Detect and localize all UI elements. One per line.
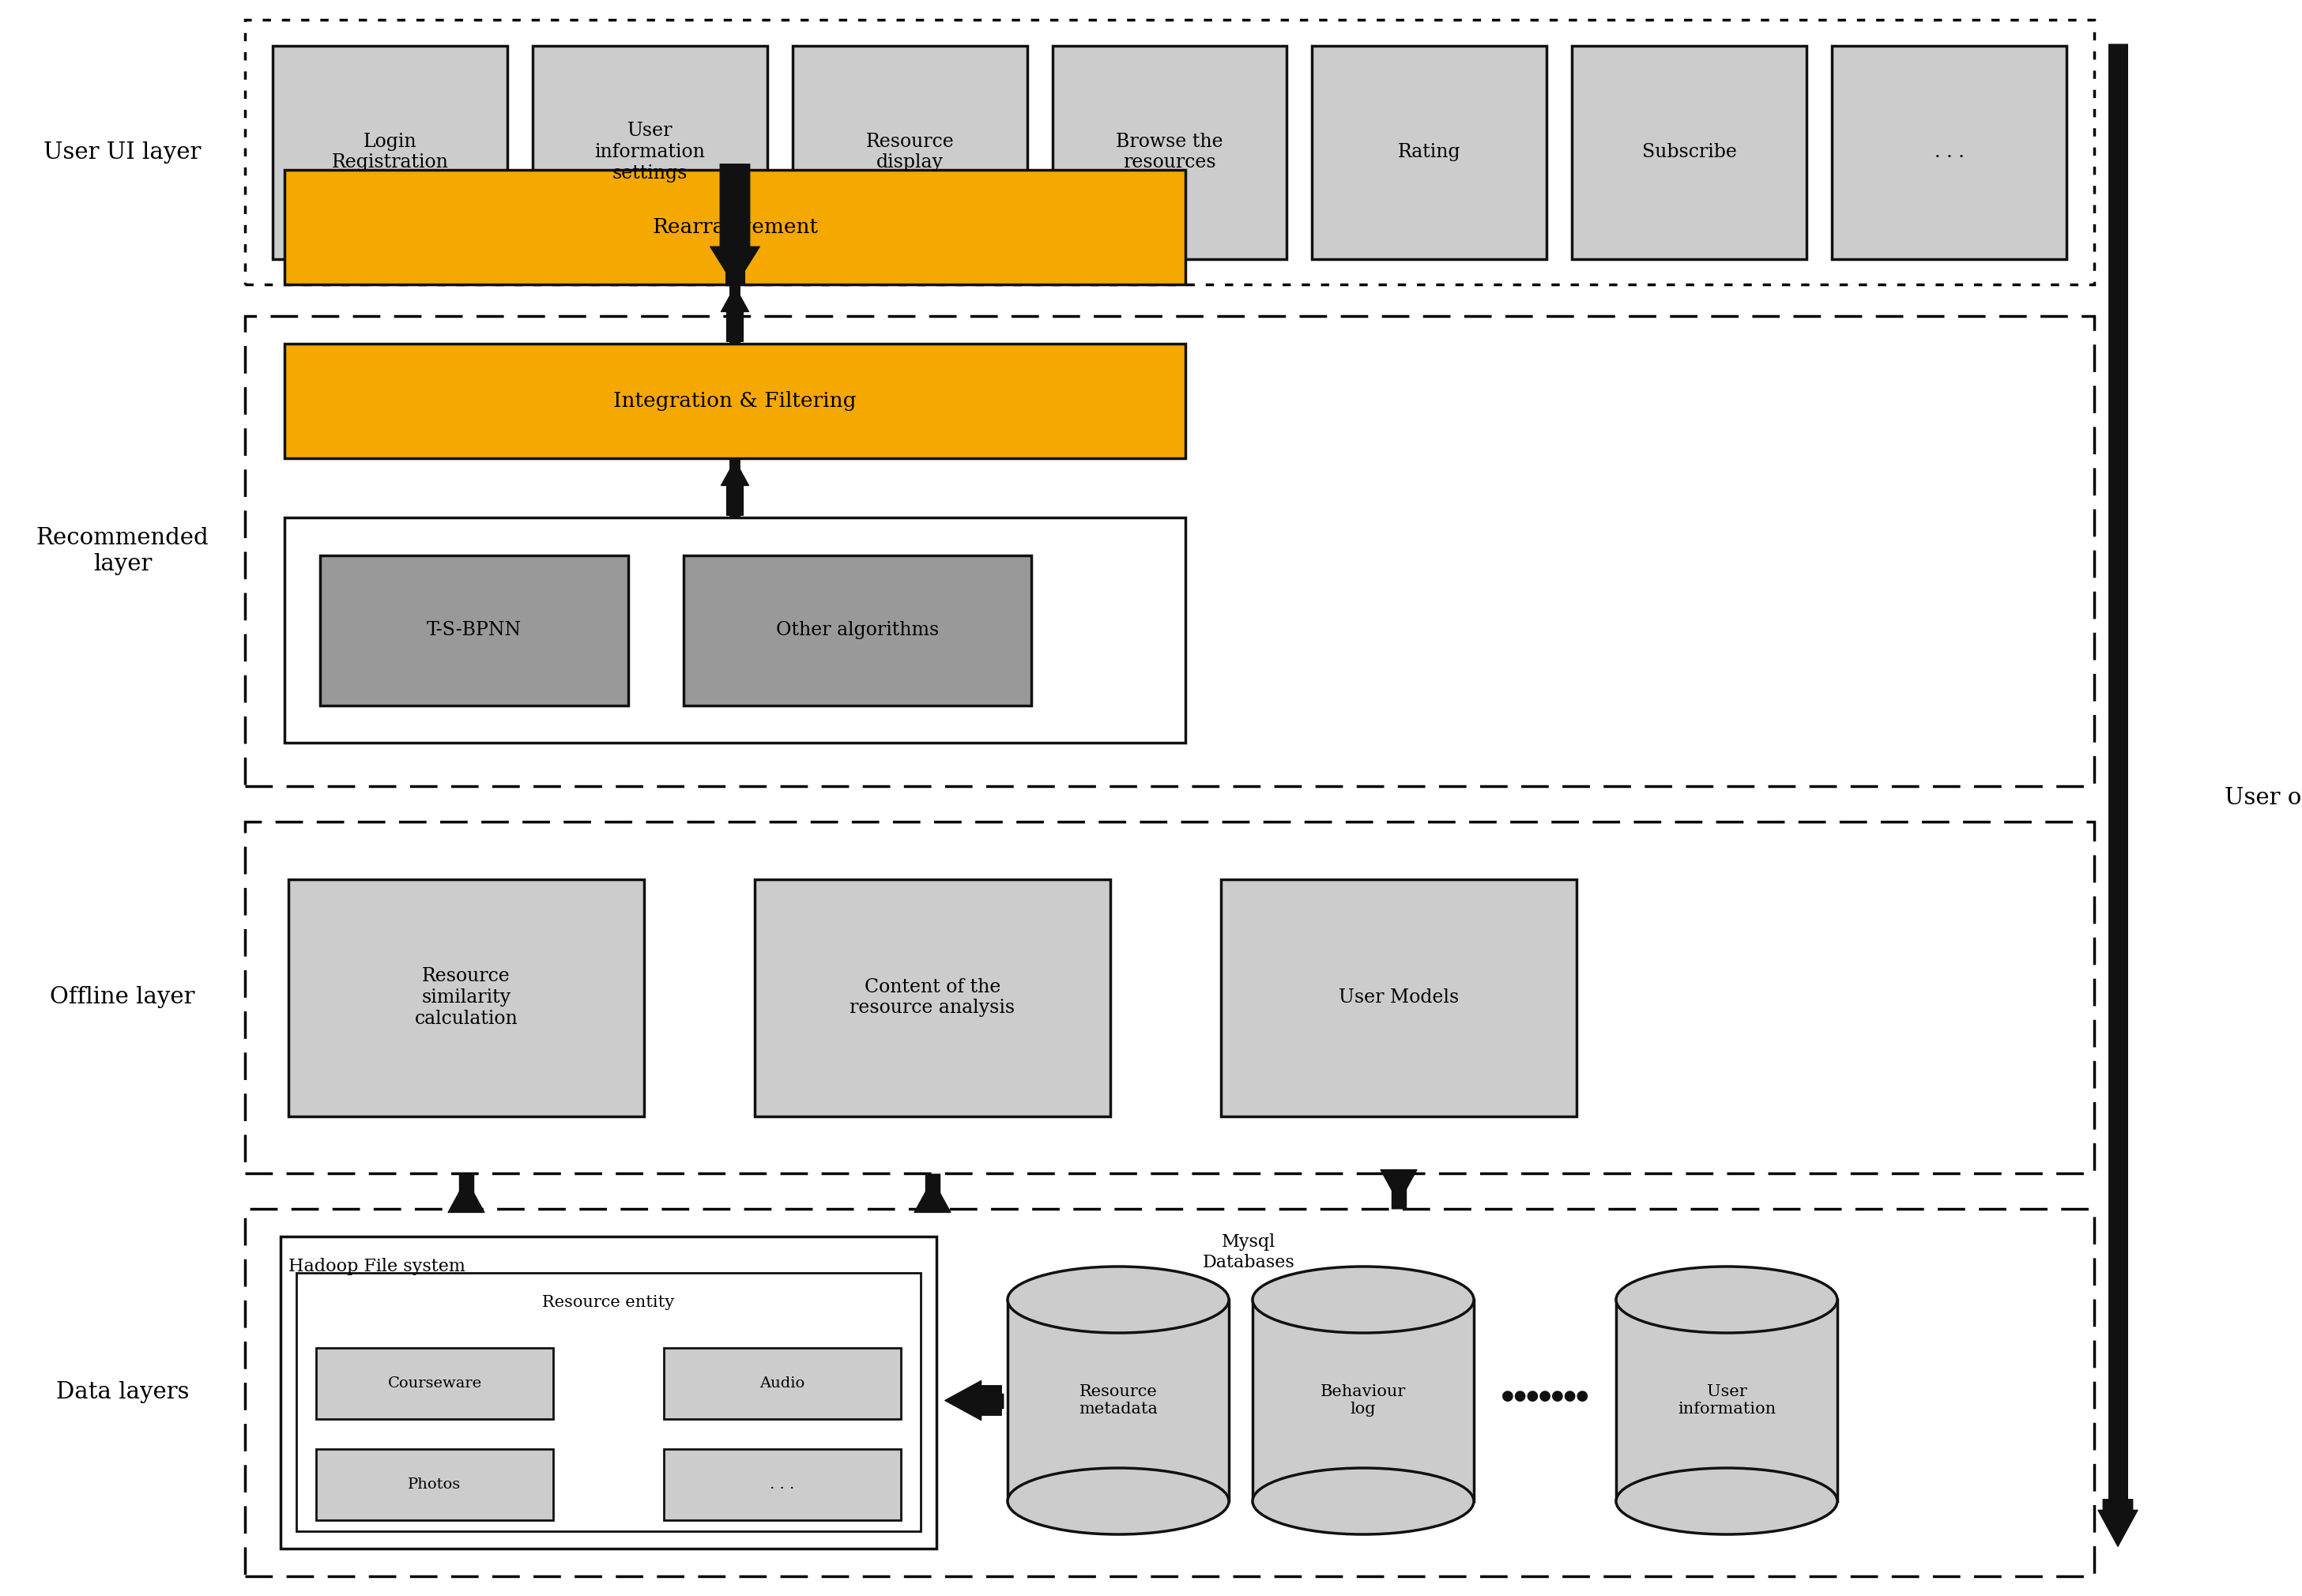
Text: Mysql
Databases: Mysql Databases [1202,1234,1294,1270]
Text: T-S-BPNN: T-S-BPNN [426,621,523,638]
Text: Recommended
layer: Recommended layer [37,527,209,575]
Bar [1312,45,1547,259]
Text: . . .: . . . [1934,144,1964,161]
Text: Subscribe: Subscribe [1641,144,1736,161]
Bar [285,169,1186,284]
Text: Resource entity: Resource entity [543,1296,674,1310]
Bar [663,1349,900,1419]
Bar [1220,879,1577,1116]
Text: Courseware: Courseware [387,1376,481,1390]
Bar [244,316,2095,787]
Text: Audio: Audio [760,1376,806,1390]
Text: User UI layer: User UI layer [44,140,200,163]
Text: Data layers: Data layers [55,1382,189,1403]
Bar [532,45,767,259]
Text: Other algorithms: Other algorithms [776,621,939,638]
Bar [285,517,1186,742]
Bar [244,19,2095,284]
Ellipse shape [1616,1267,1837,1333]
Text: Resource
metadata: Resource metadata [1080,1384,1158,1417]
Text: User Models: User Models [1337,988,1459,1007]
Ellipse shape [1252,1267,1473,1333]
Bar [755,879,1110,1116]
Bar [285,343,1186,458]
Text: User
information: User information [1678,1384,1775,1417]
Bar [281,1237,937,1548]
Ellipse shape [1616,1468,1837,1534]
Bar [663,1449,900,1519]
Text: Behaviour
log: Behaviour log [1321,1384,1407,1417]
Bar [792,45,1027,259]
Bar [1572,45,1807,259]
Text: Resource
display: Resource display [866,132,953,172]
Bar [1616,1299,1837,1502]
Text: Resource
similarity
calculation: Resource similarity calculation [414,967,518,1028]
Ellipse shape [1252,1468,1473,1534]
Text: Login
Registration: Login Registration [331,132,449,172]
Text: Rearrangement: Rearrangement [651,217,817,238]
Text: User
information
settings: User information settings [594,121,704,182]
Text: ●●●●●●●: ●●●●●●● [1501,1390,1588,1403]
Bar [315,1349,552,1419]
Text: Rating: Rating [1397,144,1462,161]
Bar [244,822,2095,1173]
Text: Browse the
resources: Browse the resources [1116,132,1222,172]
Bar [1052,45,1287,259]
Text: Offline layer: Offline layer [51,986,196,1009]
Ellipse shape [1008,1267,1229,1333]
Bar [1008,1299,1229,1502]
Bar [1832,45,2067,259]
Text: . . .: . . . [769,1478,794,1492]
Text: Content of the
resource analysis: Content of the resource analysis [849,978,1015,1017]
Bar [244,1208,2095,1577]
Text: User operations: User operations [2224,787,2302,809]
Ellipse shape [1008,1468,1229,1534]
Bar [684,555,1031,705]
Bar [1252,1299,1473,1502]
Bar [315,1449,552,1519]
Text: Photos: Photos [407,1478,460,1492]
Text: Integration & Filtering: Integration & Filtering [612,391,856,410]
Bar [288,879,645,1116]
Bar [320,555,628,705]
Text: Hadoop File system: Hadoop File system [288,1258,465,1275]
Bar [272,45,506,259]
Bar [297,1274,921,1531]
